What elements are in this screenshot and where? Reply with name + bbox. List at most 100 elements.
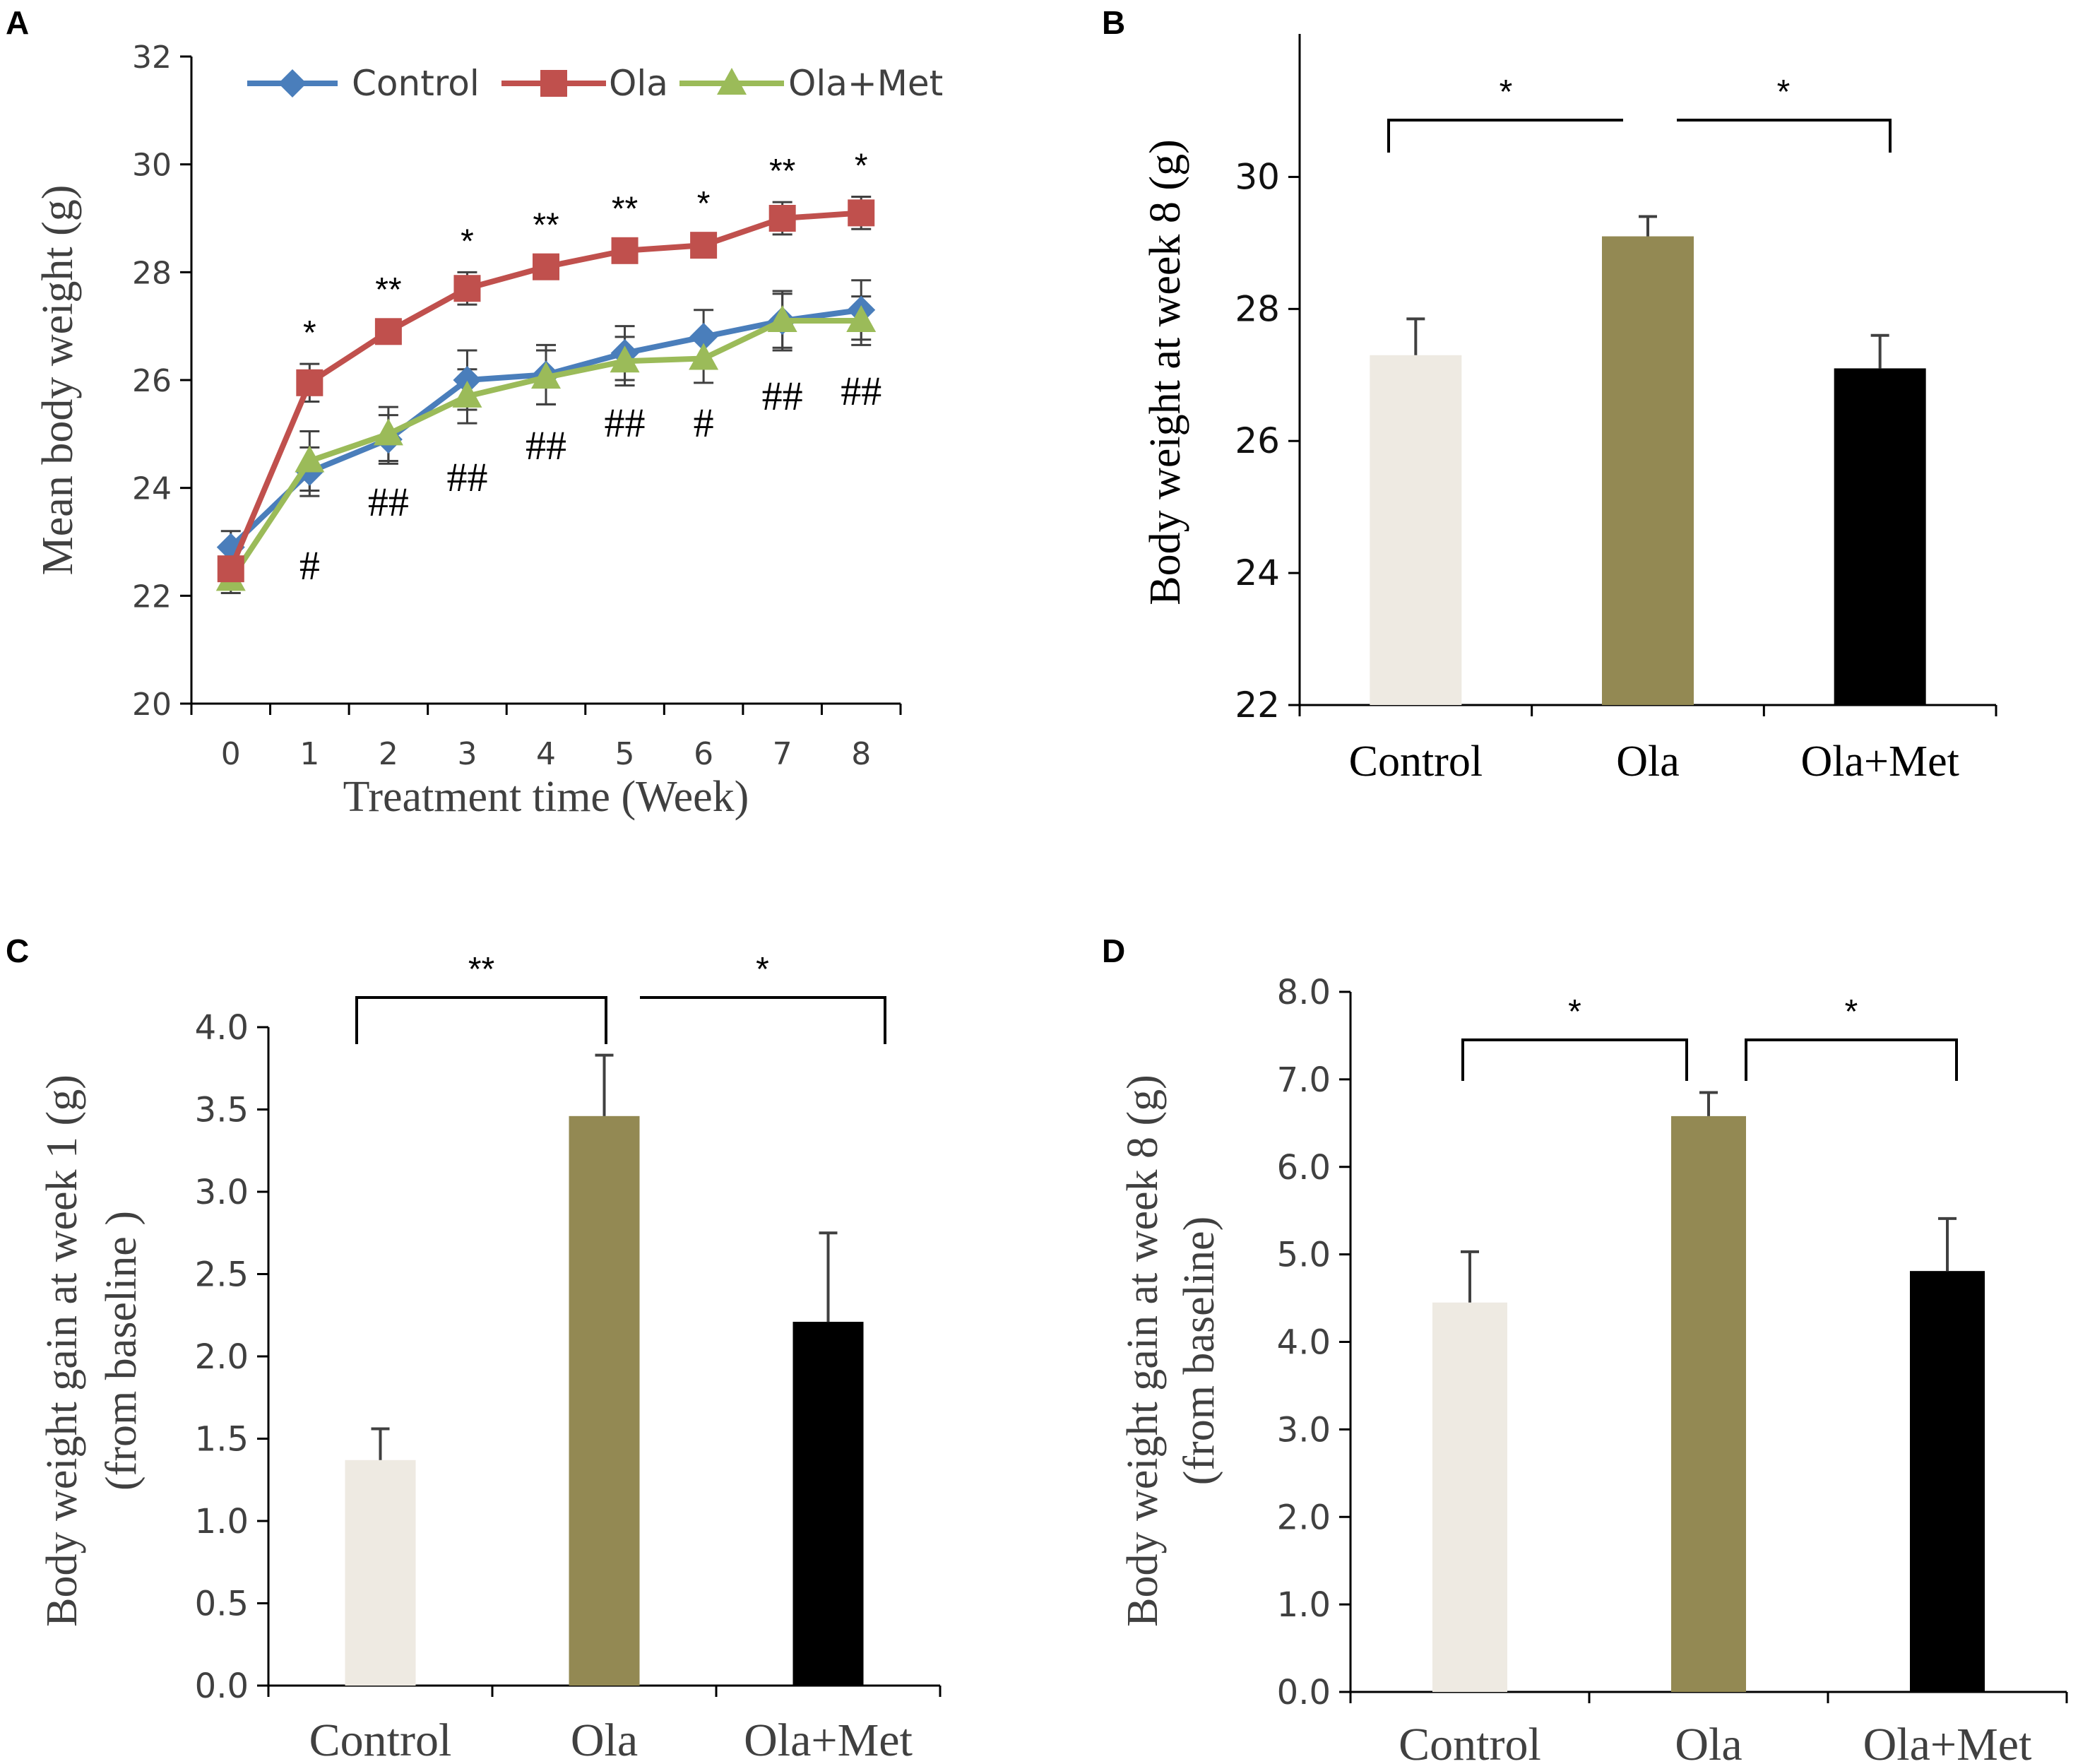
category-label: Ola	[1675, 1719, 1742, 1764]
bracket-line	[1387, 119, 1623, 153]
legend-label: Ola+Met	[788, 63, 943, 104]
significance-bracket: *	[1677, 73, 1892, 153]
y-tick-label: 20	[132, 687, 172, 723]
y-tick-label: 22	[132, 579, 172, 615]
significance-star: *	[1845, 993, 1858, 1031]
significance-star: **	[612, 191, 638, 228]
bar-olamet	[792, 1322, 864, 1686]
significance-star: *	[461, 223, 474, 260]
bar-ola	[1602, 236, 1694, 705]
bracket-line	[640, 996, 886, 1044]
significance-bracket: *	[1745, 993, 1958, 1081]
marker-triangle	[531, 362, 561, 389]
marker-triangle	[295, 445, 325, 473]
significance-bracket: **	[355, 951, 607, 1044]
significance-star: *	[1777, 73, 1791, 111]
significance-hash: #	[299, 543, 320, 588]
y-axis-title: Body weight gain at week 1 (g)	[38, 1075, 86, 1627]
marker-triangle	[452, 380, 482, 408]
category-label: Ola+Met	[1800, 738, 1959, 786]
y-tick-label: 26	[1235, 420, 1280, 461]
significance-hash: ##	[526, 422, 566, 468]
y-tick-label: 3.0	[1277, 1410, 1331, 1450]
significance-bracket: *	[640, 951, 886, 1044]
bracket-line	[1461, 1038, 1688, 1081]
y-tick-label: 24	[132, 471, 172, 507]
marker-triangle	[373, 418, 403, 446]
marker-triangle	[846, 305, 877, 333]
panel-d: D 0.0 1.0 2.0 3.0 4.0 5.0 6.0 7.0 8.0 Control Ola Ol…	[1102, 933, 2068, 1764]
x-tick-label: 7	[773, 736, 792, 772]
x-tick-label: 1	[299, 736, 319, 772]
significance-hash: ##	[762, 373, 803, 419]
category-label: Ola	[571, 1715, 638, 1764]
y-tick-label: 4.0	[1277, 1323, 1331, 1363]
panel-a: A 20 22 24 26 28 30 32 0 1 2 3 4 5 6 7 8 Treatment time (…	[6, 4, 943, 821]
significance-hash: ##	[605, 400, 646, 446]
significance-star: *	[855, 147, 868, 184]
marker-triangle	[717, 68, 747, 95]
marker-square	[540, 70, 567, 97]
y-tick-label: 5.0	[1277, 1236, 1331, 1275]
category-label: Control	[1399, 1719, 1541, 1764]
marker-square	[690, 232, 718, 259]
legend: Control Ola Ola+Met	[247, 63, 943, 104]
marker-square	[296, 369, 323, 396]
panel-letter: C	[6, 933, 29, 969]
y-tick-label: 22	[1235, 685, 1280, 726]
series-ola	[217, 199, 875, 583]
panel-letter: B	[1102, 4, 1125, 41]
y-tick-label: 28	[132, 255, 172, 291]
bar-control	[345, 1460, 416, 1686]
y-axis-subtitle: (from baseline)	[1175, 1217, 1223, 1485]
legend-label: Control	[352, 63, 480, 104]
significance-hash: #	[694, 400, 714, 446]
panel-letter: D	[1102, 933, 1125, 969]
y-tick-label: 30	[132, 148, 172, 184]
y-tick-label: 26	[132, 363, 172, 399]
y-tick-label: 6.0	[1277, 1148, 1331, 1188]
y-tick-label: 1.5	[195, 1420, 249, 1460]
category-label: Ola+Met	[1863, 1719, 2032, 1764]
significance-bracket: *	[1461, 993, 1688, 1081]
y-tick-label: 24	[1235, 552, 1280, 593]
category-label: Control	[1349, 738, 1483, 786]
x-tick-label: 3	[457, 736, 477, 772]
marker-diamond	[689, 322, 718, 351]
marker-diamond	[453, 366, 482, 394]
significance-star: **	[769, 153, 795, 190]
y-tick-label: 3.0	[195, 1173, 249, 1212]
x-tick-label: 2	[379, 736, 398, 772]
significance-star: *	[303, 314, 316, 352]
significance-hash: ##	[368, 479, 409, 525]
y-tick-label: 0.0	[195, 1667, 249, 1706]
y-axis-title: Mean body weight (g)	[34, 185, 82, 576]
x-axis-title: Treatment time (Week)	[343, 773, 749, 821]
category-label: Control	[309, 1715, 452, 1764]
y-tick-label: 3.5	[195, 1091, 249, 1130]
y-tick-label: 30	[1235, 156, 1280, 197]
bracket-line	[1677, 119, 1892, 153]
bar-control	[1432, 1302, 1507, 1692]
significance-star: **	[375, 271, 401, 309]
bracket-line	[1745, 1038, 1958, 1081]
significance-hash: ##	[446, 454, 487, 500]
panel-b: B 22 24 26 28 30 Control Ola Ola+Met * * Body weigh…	[1102, 4, 1997, 786]
significance-star: *	[1568, 993, 1581, 1031]
marker-triangle	[610, 345, 640, 373]
panel-letter: A	[6, 4, 29, 41]
marker-square	[217, 555, 244, 583]
legend-label: Ola	[609, 63, 668, 104]
y-tick-label: 2.5	[195, 1255, 249, 1295]
y-tick-label: 0.5	[195, 1585, 249, 1624]
x-tick-label: 5	[615, 736, 635, 772]
bar-ola	[1671, 1115, 1746, 1692]
bar-olamet	[1910, 1271, 1985, 1692]
marker-diamond	[278, 69, 307, 97]
significance-star: *	[756, 951, 769, 988]
category-label: Ola+Met	[744, 1715, 913, 1764]
x-tick-label: 4	[536, 736, 556, 772]
significance-star: **	[468, 951, 494, 988]
bar-ola	[569, 1115, 640, 1686]
significance-hash: ##	[841, 368, 881, 414]
